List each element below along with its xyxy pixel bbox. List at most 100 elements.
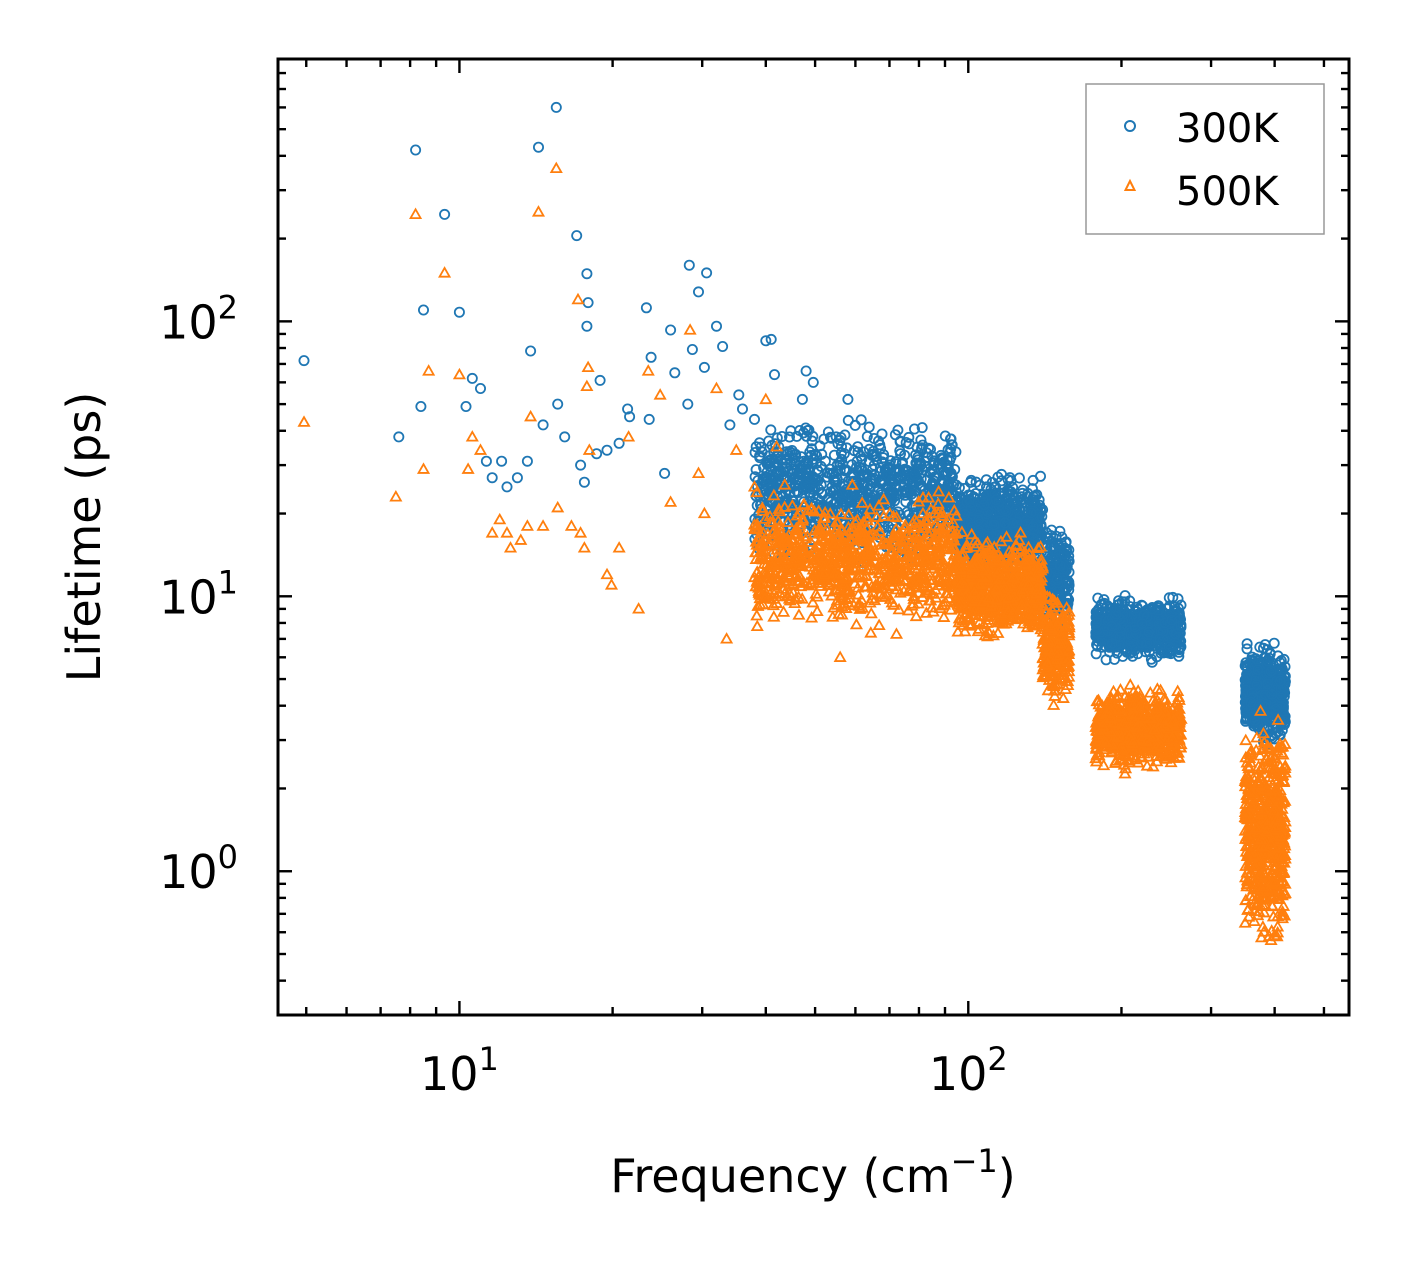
point-500k <box>879 588 893 600</box>
point-300k <box>439 208 451 220</box>
point-300k <box>803 472 815 484</box>
point-500k <box>1050 649 1064 661</box>
point-300k <box>759 484 771 496</box>
point-300k <box>1240 684 1252 696</box>
point-300k <box>974 479 986 491</box>
point-300k <box>1252 664 1264 676</box>
point-500k <box>800 529 814 542</box>
point-500k <box>863 558 877 571</box>
point-300k <box>1093 608 1105 620</box>
point-500k <box>1014 526 1028 538</box>
point-300k <box>624 411 636 423</box>
point-500k <box>857 580 871 592</box>
point-500k <box>872 618 886 631</box>
point-300k <box>1117 609 1129 621</box>
point-300k <box>496 455 508 467</box>
point-300k <box>899 449 911 461</box>
point-500k <box>1053 628 1067 641</box>
point-300k <box>993 500 1005 512</box>
point-500k <box>830 515 844 527</box>
point-300k <box>1007 517 1019 529</box>
point-300k <box>765 333 777 345</box>
point-300k <box>1154 633 1166 645</box>
point-500k <box>963 617 977 629</box>
point-500k <box>831 569 845 582</box>
point-500k <box>1001 559 1015 572</box>
point-500k <box>903 582 917 594</box>
point-500k <box>798 544 812 556</box>
point-300k <box>959 482 971 494</box>
point-300k <box>1251 679 1263 691</box>
point-500k <box>877 492 891 505</box>
point-500k <box>916 490 930 503</box>
point-500k <box>860 510 874 523</box>
point-500k <box>1039 612 1053 625</box>
point-300k <box>1270 703 1282 715</box>
point-300k <box>972 524 984 536</box>
point-300k <box>909 423 921 435</box>
point-500k <box>872 499 886 511</box>
point-300k <box>937 453 949 465</box>
point-300k <box>992 536 1004 548</box>
point-500k <box>993 572 1007 585</box>
point-500k <box>817 573 831 586</box>
point-300k <box>1130 628 1142 640</box>
point-300k <box>410 144 422 156</box>
point-500k <box>903 566 917 579</box>
point-500k <box>756 597 770 610</box>
point-500k <box>889 574 903 587</box>
point-300k <box>829 483 841 495</box>
point-500k <box>749 545 763 558</box>
point-500k <box>931 497 945 509</box>
point-500k <box>1031 565 1045 578</box>
point-500k <box>1050 643 1064 656</box>
point-500k <box>1040 663 1054 675</box>
point-500k <box>821 541 835 554</box>
point-500k <box>758 512 772 524</box>
point-500k <box>832 528 846 541</box>
point-300k <box>1163 647 1175 659</box>
point-500k <box>945 525 959 537</box>
point-500k <box>1040 657 1055 670</box>
point-500k <box>777 534 791 546</box>
point-500k <box>923 568 937 581</box>
point-500k <box>972 604 986 616</box>
point-300k <box>978 499 990 511</box>
point-300k <box>780 448 792 460</box>
point-500k <box>949 509 963 521</box>
point-500k <box>883 506 897 519</box>
point-300k <box>1146 603 1158 615</box>
point-300k <box>1145 653 1157 665</box>
point-300k <box>776 430 788 442</box>
point-500k <box>955 548 969 560</box>
point-500k <box>1056 691 1070 703</box>
point-500k <box>907 535 921 548</box>
point-500k <box>788 592 802 604</box>
point-300k <box>581 320 593 332</box>
point-300k <box>807 376 819 388</box>
point-500k <box>925 587 939 599</box>
point-500k <box>898 556 912 568</box>
point-300k <box>552 398 564 410</box>
point-500k <box>929 554 943 566</box>
point-500k <box>1002 544 1016 557</box>
point-500k <box>907 589 921 601</box>
point-300k <box>856 465 868 477</box>
point-300k <box>701 267 713 279</box>
point-500k <box>933 601 947 613</box>
point-500k <box>850 513 864 525</box>
point-500k <box>756 526 770 538</box>
point-300k <box>842 393 854 405</box>
point-500k <box>1001 591 1015 603</box>
point-300k <box>575 459 587 471</box>
point-500k <box>937 610 951 622</box>
point-300k <box>601 444 613 456</box>
point-300k <box>1035 470 1047 482</box>
point-500k <box>951 625 965 637</box>
point-300k <box>1274 675 1286 687</box>
point-300k <box>717 340 729 352</box>
point-500k <box>805 501 819 514</box>
point-500k <box>976 564 990 576</box>
point-500k <box>822 528 836 540</box>
point-300k <box>977 493 989 505</box>
